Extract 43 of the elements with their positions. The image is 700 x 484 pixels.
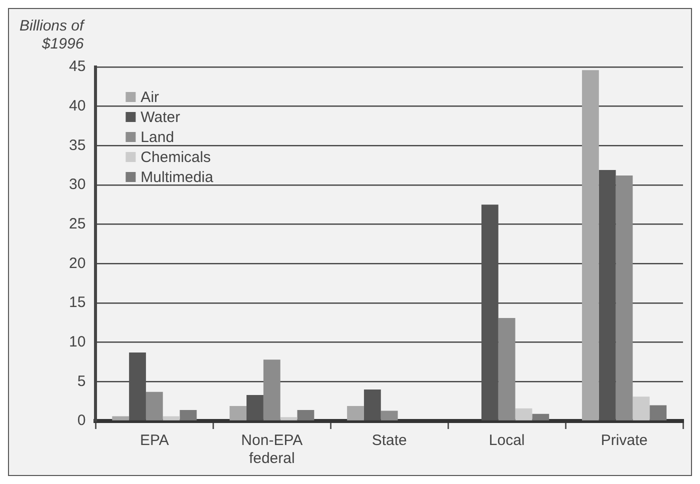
y-tick-label: 25 — [68, 215, 86, 232]
bar — [347, 406, 364, 420]
bar — [162, 416, 180, 420]
x-tick-label: Private — [600, 432, 648, 450]
legend-label: Land — [140, 129, 174, 146]
bar — [146, 392, 163, 420]
x-tick-label: State — [372, 432, 407, 450]
y-tick-label: 15 — [68, 294, 86, 312]
bar — [515, 408, 532, 420]
bar — [230, 406, 247, 420]
bar — [180, 410, 197, 420]
legend-label: Water — [140, 109, 180, 126]
bar — [498, 318, 516, 420]
x-tick-label: Non-EPA federal — [241, 432, 303, 468]
x-tick-label: Local — [488, 432, 525, 450]
bar — [246, 395, 264, 420]
x-tick-label: EPA — [140, 432, 169, 450]
y-tick-label: 5 — [77, 372, 86, 390]
bar — [598, 170, 616, 420]
y-axis-title: Billions of $1996 — [19, 18, 86, 53]
y-tick-label: 40 — [68, 97, 86, 114]
y-tick-label: 45 — [68, 58, 86, 76]
bar — [532, 414, 550, 420]
bar — [650, 405, 667, 420]
y-tick-label: 35 — [68, 136, 86, 154]
bar — [297, 410, 314, 420]
bar — [481, 204, 498, 420]
bar — [582, 70, 599, 420]
bar — [112, 416, 130, 420]
bar — [280, 417, 298, 420]
bar — [632, 396, 650, 420]
bar — [263, 360, 280, 420]
y-tick-label: 0 — [77, 412, 86, 430]
legend-label: Chemicals — [140, 149, 211, 166]
bar — [364, 390, 381, 420]
bar — [616, 176, 633, 420]
y-tick-label: 20 — [68, 254, 86, 272]
y-tick-label: 30 — [68, 176, 86, 194]
legend-label: Multimedia — [140, 169, 214, 186]
bar — [129, 352, 146, 420]
legend-label: Air — [140, 89, 160, 106]
bar — [380, 410, 398, 420]
y-tick-label: 10 — [68, 333, 86, 350]
